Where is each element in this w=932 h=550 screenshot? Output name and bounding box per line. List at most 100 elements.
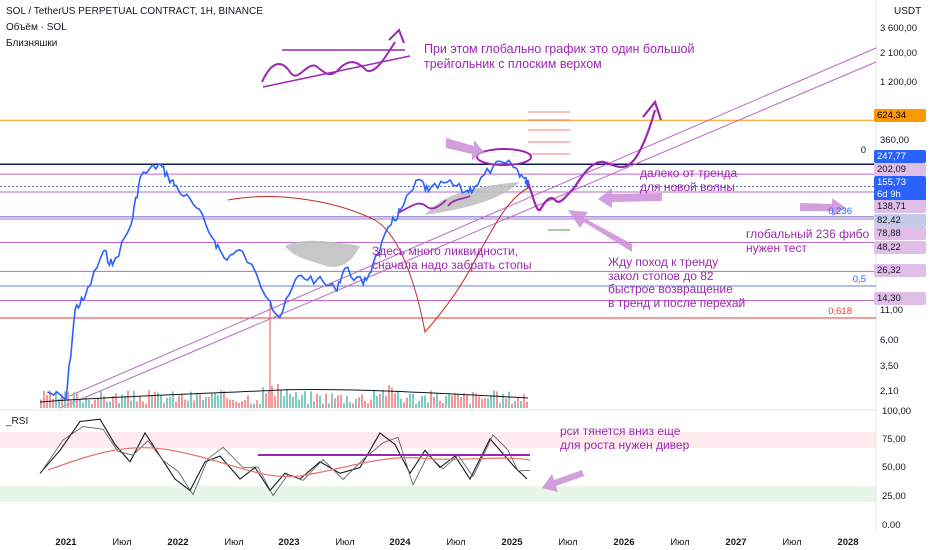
- trendline-lower: [59, 61, 877, 409]
- volume-bar: [388, 385, 390, 408]
- volume-bar: [439, 400, 441, 408]
- volume-bar: [253, 403, 255, 408]
- volume-bar: [334, 398, 336, 408]
- volume-bar: [418, 401, 420, 408]
- volume-bar: [148, 390, 150, 408]
- volume-bar: [151, 395, 153, 408]
- volume-bar: [448, 394, 450, 408]
- rsi-legend[interactable]: _RSI: [6, 416, 29, 427]
- time-label: Июл: [112, 537, 131, 548]
- price-tag[interactable]: 14,30: [874, 292, 926, 305]
- price-tag[interactable]: 48,22: [874, 241, 926, 254]
- volume-bar: [514, 400, 516, 408]
- rsi-overbought-zone: [0, 432, 876, 448]
- volume-bar: [181, 393, 183, 408]
- volume-bar: [43, 390, 45, 408]
- time-label: 2023: [278, 537, 299, 548]
- price-tag[interactable]: 6d 9h: [874, 188, 926, 201]
- price-tag[interactable]: 624,34: [874, 109, 926, 122]
- time-label: 2027: [725, 537, 746, 548]
- volume-bar: [184, 399, 186, 408]
- price-tag[interactable]: 155,73: [874, 176, 926, 189]
- volume-bar: [61, 394, 63, 408]
- price-tag[interactable]: 26,32: [874, 264, 926, 277]
- volume-bar: [457, 393, 459, 408]
- rsi-tick-label: 75,00: [882, 434, 906, 445]
- volume-bar: [376, 395, 378, 408]
- volume-bar: [385, 395, 387, 408]
- triangle-sketch-arrowhead: [388, 28, 405, 44]
- volume-bar: [316, 393, 318, 408]
- annotation-fibo: глобальный 236 фибо нужен тест: [746, 227, 869, 255]
- volume-bar: [358, 397, 360, 408]
- volume-bar: [244, 400, 246, 408]
- volume-bar: [490, 394, 492, 408]
- indicator-legend[interactable]: Близняшки: [6, 38, 58, 49]
- volume-bar: [187, 400, 189, 408]
- price-tick-label: 3 600,00: [880, 23, 917, 34]
- volume-bar: [508, 391, 510, 408]
- volume-bar: [88, 400, 90, 408]
- price-tag[interactable]: 78,88: [874, 227, 926, 240]
- volume-bar: [277, 384, 279, 408]
- price-tag[interactable]: 138,71: [874, 200, 926, 213]
- rsi-tick-label: 25,00: [882, 491, 906, 502]
- volume-bar: [106, 401, 108, 408]
- volume-legend[interactable]: Объём · SOL: [6, 22, 67, 33]
- price-tick-label: 360,00: [880, 135, 909, 146]
- volume-bar: [424, 395, 426, 408]
- fib-label: 0,618: [828, 306, 852, 317]
- time-axis-labels: 2021 Июл 2022 Июл 2023 Июл 2024 Июл 2025 Июл 2026 И…: [55, 537, 858, 548]
- volume-bar: [463, 393, 465, 408]
- volume-bar: [169, 396, 171, 408]
- volume-bar: [133, 390, 135, 408]
- projected-path: [526, 109, 657, 212]
- arrow-to-rsi: [542, 470, 584, 492]
- fib-label: 0,236: [828, 206, 852, 217]
- annotation-triangle: При этом глобально график это один больш…: [424, 42, 694, 72]
- volume-bar: [223, 391, 225, 408]
- volume-bar: [442, 403, 444, 408]
- volume-bar: [190, 391, 192, 408]
- volume-bar: [232, 399, 234, 408]
- volume-bar: [139, 396, 141, 408]
- price-tag[interactable]: 82,42: [874, 214, 926, 227]
- stop-sweep-sketch: [397, 195, 471, 214]
- indicator-red-curve: [227, 187, 529, 334]
- volume-bar: [496, 391, 498, 408]
- volume-bar: [292, 396, 294, 408]
- volume-bar: [445, 395, 447, 408]
- volume-bar: [397, 390, 399, 408]
- volume-bar: [346, 395, 348, 408]
- volume-bar: [166, 397, 168, 408]
- price-tag[interactable]: 202,09: [874, 163, 926, 176]
- annotation-plan-line-4: в тренд и после перехай: [608, 295, 746, 310]
- time-label: Июл: [670, 537, 689, 548]
- rsi-tick-label: 50,00: [882, 462, 906, 473]
- volume-bar: [352, 403, 354, 408]
- volume-bar: [154, 391, 156, 408]
- volume-bar: [409, 393, 411, 408]
- volume-bar: [526, 401, 528, 408]
- volume-bar: [262, 387, 264, 408]
- volume-bar: [271, 386, 273, 408]
- volume-bar: [493, 390, 495, 408]
- volume-bar: [415, 403, 417, 408]
- currency-label[interactable]: USDT: [894, 6, 922, 17]
- volume-bar: [70, 400, 72, 408]
- annotation-triangle-line-2: трейгольник с плоским верхом: [424, 57, 602, 71]
- price-tag[interactable]: 247,77: [874, 150, 926, 163]
- volume-bar: [364, 400, 366, 408]
- volume-bar: [487, 398, 489, 408]
- volume-bar: [499, 403, 501, 408]
- volume-bar: [361, 394, 363, 408]
- volume-bar: [211, 393, 213, 408]
- volume-bars: [39, 384, 529, 408]
- volume-bar: [265, 393, 267, 408]
- time-label: 2028: [837, 537, 858, 548]
- volume-bar: [511, 403, 513, 408]
- time-label: Июл: [446, 537, 465, 548]
- volume-bar: [55, 390, 57, 408]
